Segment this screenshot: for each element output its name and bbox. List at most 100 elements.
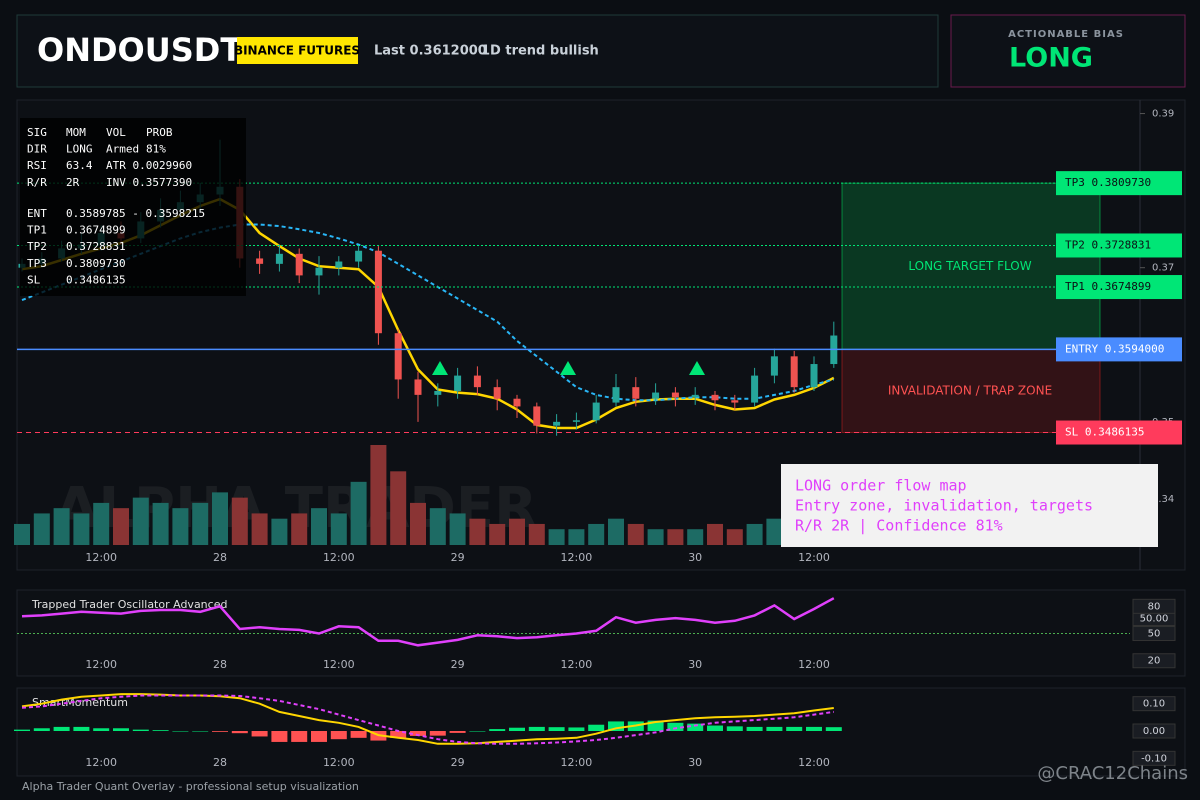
- volume-bar: [14, 523, 30, 545]
- volume-bar: [311, 508, 327, 545]
- candle-body: [592, 402, 600, 421]
- info-cell: 63.4: [66, 159, 93, 172]
- info-rows: SIG MOM VOL PROB DIR LONG Armed 81% RSI 63.4 ATR 0…: [27, 126, 205, 286]
- histogram-bar: [330, 731, 347, 740]
- volume-bar: [449, 513, 466, 545]
- level-label: TP1 0.3674899: [1065, 280, 1151, 293]
- histogram-bar: [469, 731, 486, 732]
- candle-body: [671, 392, 679, 398]
- histogram-bar: [766, 726, 783, 731]
- candle-body: [553, 421, 561, 426]
- bias-value: LONG: [1009, 43, 1093, 74]
- y-tick-label: 0.00: [1143, 726, 1165, 737]
- x-tick-label: 12:00: [561, 551, 593, 564]
- histogram-bar: [647, 720, 664, 731]
- x-tick-label: 29: [451, 551, 465, 564]
- volume-bar: [390, 471, 407, 545]
- candle-body: [612, 387, 620, 403]
- header-box: [16, 14, 939, 88]
- y-tick-label: 0.39: [1152, 109, 1174, 120]
- panel-title: Trapped Trader Oscillator Advanced: [31, 598, 227, 611]
- candle-body: [315, 267, 323, 276]
- histogram-bar: [548, 727, 565, 731]
- volume-bar: [192, 502, 209, 545]
- candle-body: [751, 375, 759, 403]
- histogram-bar: [14, 729, 30, 731]
- level-label: TP2 0.3728831: [1065, 238, 1151, 251]
- histogram-bar: [806, 726, 822, 731]
- x-tick-label: 12:00: [323, 756, 355, 769]
- info-cell: TP3: [27, 257, 47, 270]
- histogram-bar: [528, 726, 545, 731]
- histogram-bar: [73, 726, 90, 731]
- y-tick-mark: [1132, 653, 1176, 669]
- x-tick-label: 12:00: [323, 658, 355, 671]
- volume-bar: [766, 518, 783, 545]
- x-tick-label: 12:00: [798, 551, 830, 564]
- candle-body: [632, 387, 640, 399]
- histogram-bar: [212, 731, 228, 732]
- histogram-bar: [588, 724, 605, 731]
- y-tick-mark: [1132, 598, 1176, 614]
- histogram-bar: [172, 731, 189, 732]
- x-tick-label: 12:00: [85, 551, 117, 564]
- y-tick-mark: [1132, 696, 1176, 712]
- volume-bar: [548, 529, 565, 545]
- info-cell: DIR: [27, 143, 47, 156]
- info-cell: LONG: [66, 143, 93, 156]
- histogram-bar: [390, 731, 407, 738]
- volume-bar: [588, 523, 605, 545]
- bias-label: ACTIONABLE BIAS: [1008, 29, 1124, 40]
- volume-bar: [231, 497, 248, 545]
- x-tick-label: 30: [688, 658, 702, 671]
- candle-body: [295, 253, 303, 276]
- line-series: [21, 223, 835, 402]
- y-tick-label: 20: [1148, 656, 1161, 667]
- buy-signal: [560, 361, 576, 375]
- level-tag: [1056, 275, 1182, 300]
- candle-body: [493, 387, 501, 399]
- y-tick-label: -0.10: [1141, 753, 1167, 764]
- x-tick-label: 12:00: [85, 658, 117, 671]
- candle-body: [691, 394, 699, 398]
- volume-bar: [271, 518, 288, 545]
- exchange: BINANCE FUTURES: [234, 44, 360, 58]
- histogram-bar: [429, 731, 446, 736]
- info-cell: TP1: [27, 224, 47, 237]
- histogram-bar: [707, 725, 723, 731]
- volume-bar: [429, 508, 446, 545]
- volume-bar: [528, 523, 545, 545]
- info-cell: 0.3486135: [66, 273, 126, 286]
- candle-body: [652, 392, 660, 399]
- histogram-bar: [449, 731, 466, 733]
- candle-body: [374, 250, 382, 334]
- histogram-bar: [192, 731, 209, 732]
- candle-body: [355, 250, 363, 262]
- x-tick-label: 12:00: [323, 551, 355, 564]
- credit: @CRAC12Chains: [1037, 763, 1188, 784]
- level-tag: [1056, 171, 1182, 196]
- volume-bar: [509, 518, 525, 545]
- x-tick-label: 12:00: [798, 756, 830, 769]
- x-tick-label: 28: [213, 551, 227, 564]
- y-tick-mark: [1132, 723, 1176, 739]
- info-cell: RSI: [27, 159, 47, 172]
- x-tick-label: 12:00: [561, 658, 593, 671]
- histogram-bar: [311, 731, 327, 742]
- info-cell: 81%: [146, 143, 166, 156]
- volume-bar: [330, 513, 347, 545]
- info-cell: INV 0.3577390: [106, 176, 192, 189]
- x-tick-label: 12:00: [798, 658, 830, 671]
- candle-body: [394, 333, 402, 380]
- candle-body: [790, 356, 798, 388]
- volume-bar: [469, 518, 486, 545]
- momentum-chart: SmartMomentum 0.10 0.00 -0.10 12:00 28 12:00 29…: [14, 693, 1176, 769]
- histogram-bar: [231, 731, 248, 734]
- level-tag: [1056, 233, 1182, 258]
- volume-bar: [113, 508, 129, 545]
- y-tick-mark: [1132, 626, 1176, 642]
- x-tick-label: 30: [688, 551, 702, 564]
- buy-signal: [689, 361, 705, 375]
- level-label: SL 0.3486135: [1065, 426, 1144, 439]
- info-cell: ENT: [27, 207, 47, 220]
